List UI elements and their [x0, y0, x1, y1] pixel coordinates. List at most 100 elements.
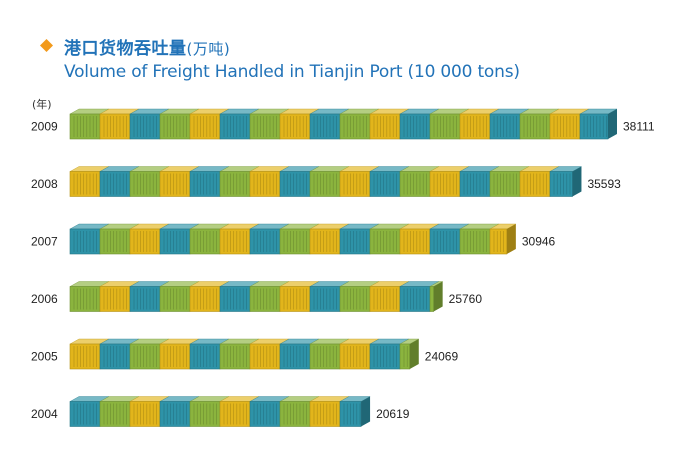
container-front [339, 286, 371, 312]
container-front [189, 343, 221, 370]
chart-title-chinese: 港口货物吞吐量(万吨) [64, 34, 230, 59]
bar-end-face [361, 396, 371, 427]
container-front [249, 286, 281, 312]
container-front [219, 286, 251, 312]
container-front [219, 401, 251, 427]
container-front [339, 343, 371, 370]
container-front [189, 286, 221, 312]
tick-label-2008: 2008 [31, 177, 58, 191]
container-front [69, 228, 101, 255]
container-front [69, 286, 101, 312]
container-front [129, 286, 161, 312]
container-front [309, 401, 341, 427]
container-front [189, 401, 221, 427]
container-front [369, 228, 401, 255]
container-front [159, 228, 191, 255]
bar-2006 [69, 281, 444, 312]
container-front [189, 228, 221, 255]
container-front [159, 113, 191, 140]
container-front [459, 113, 491, 140]
container-front [279, 286, 311, 312]
data-label-2006: 25760 [449, 292, 483, 306]
container-front [99, 343, 131, 370]
tick-label-2007: 2007 [31, 235, 58, 249]
tick-label-2009: 2009 [31, 120, 58, 134]
container-front [279, 113, 311, 140]
container-front [429, 113, 461, 140]
data-label-2005: 24069 [425, 350, 459, 364]
container-front [369, 171, 401, 197]
container-front [129, 171, 161, 197]
container-front [249, 228, 281, 255]
bar-2005 [69, 338, 420, 370]
container-front [429, 228, 461, 255]
container-front [369, 113, 401, 140]
tick-label-2006: 2006 [31, 292, 58, 306]
container-front [369, 286, 401, 312]
bar-end-face [506, 224, 516, 254]
container-front [219, 113, 251, 140]
tick-label-2005: 2005 [31, 350, 58, 364]
container-front [279, 228, 311, 255]
container-front [369, 343, 401, 370]
data-label-2007: 30946 [522, 235, 556, 249]
container-front [459, 171, 491, 197]
container-front [129, 401, 161, 427]
container-front [69, 171, 101, 197]
container-front [159, 171, 191, 197]
container-front [279, 171, 311, 197]
container-front [309, 171, 341, 197]
container-front [249, 343, 281, 370]
container-front [549, 171, 573, 197]
data-label-2008: 35593 [587, 177, 621, 191]
tick-label-2004: 2004 [31, 407, 58, 421]
container-front [489, 113, 521, 140]
container-front [309, 113, 341, 140]
container-front [339, 113, 371, 140]
container-front [429, 171, 461, 197]
container-front [339, 171, 371, 197]
bar-2004 [69, 396, 371, 427]
container-front [249, 113, 281, 140]
container-front [69, 113, 101, 140]
container-front [189, 113, 221, 140]
chart-title-chinese-unit: (万吨) [186, 40, 231, 58]
container-front [219, 228, 251, 255]
container-front [399, 171, 431, 197]
container-front [309, 228, 341, 255]
container-front [399, 228, 431, 255]
container-front [519, 171, 551, 197]
container-front [129, 113, 161, 140]
data-label-2004: 20619 [376, 407, 410, 421]
container-front [459, 228, 491, 255]
container-front [309, 343, 341, 370]
container-front [519, 113, 551, 140]
container-front [219, 171, 251, 197]
container-front [489, 228, 508, 255]
container-front [399, 286, 431, 312]
bar-end-face [433, 281, 443, 312]
container-front [339, 228, 371, 255]
bar-2009 [69, 108, 618, 140]
container-front [249, 401, 281, 427]
container-front [99, 113, 131, 140]
container-front [189, 171, 221, 197]
container-front [159, 343, 191, 370]
container-front [69, 343, 101, 370]
y-axis-unit-label: (年) [32, 98, 52, 111]
container-front [399, 113, 431, 140]
container-front [99, 171, 131, 197]
container-front [279, 401, 311, 427]
container-front [99, 228, 131, 255]
chart-title-english: Volume of Freight Handled in Tianjin Por… [64, 62, 520, 82]
container-front [99, 401, 131, 427]
chart-header: 港口货物吞吐量(万吨) Volume of Freight Handled in… [38, 34, 678, 86]
container-front [129, 228, 161, 255]
container-front [159, 286, 191, 312]
bar-end-face [608, 109, 617, 139]
bar-2008 [69, 166, 583, 197]
container-front [69, 401, 101, 427]
data-label-2009: 38111 [623, 120, 655, 134]
container-front [219, 343, 251, 370]
